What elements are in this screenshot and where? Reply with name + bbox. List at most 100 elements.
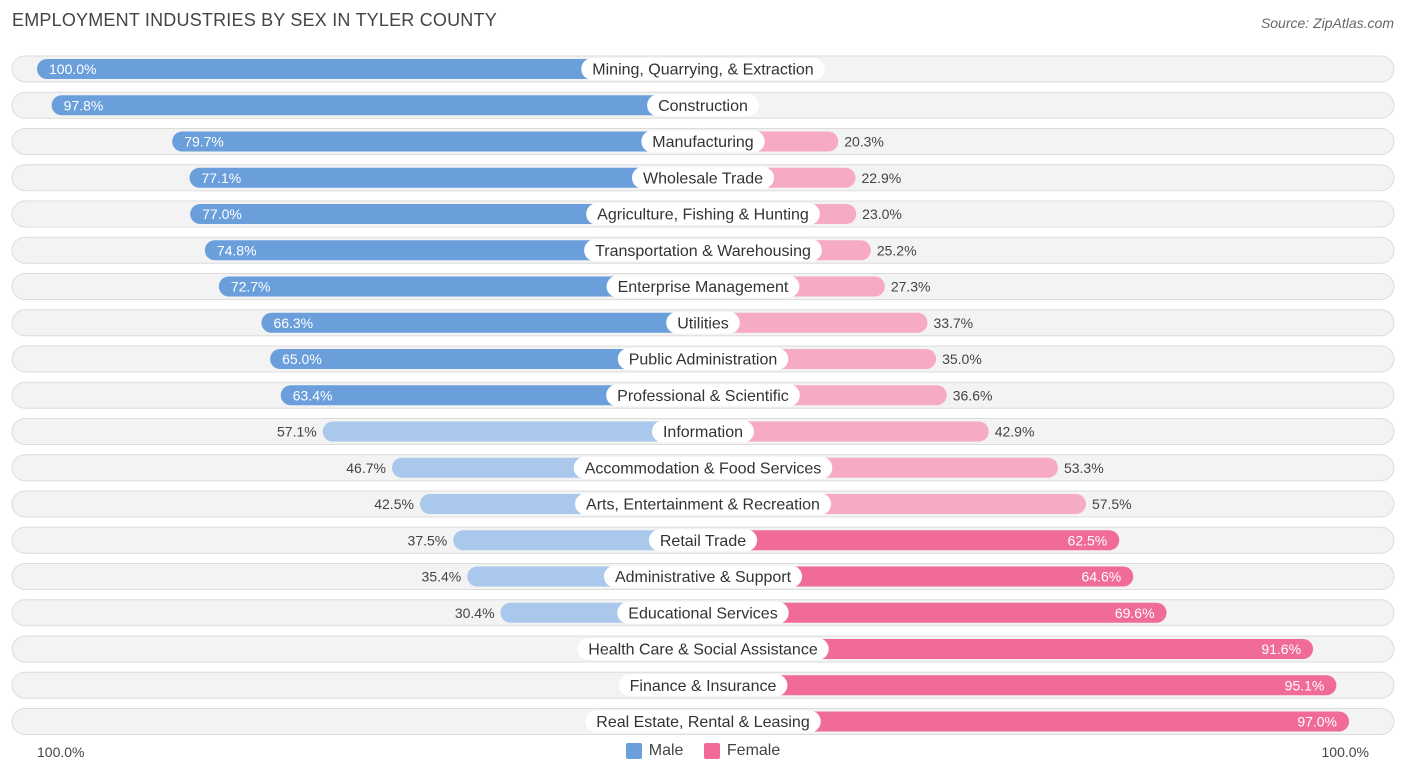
female-value-label-manufacturing: 20.3%	[844, 134, 884, 150]
female-value-label-information: 42.9%	[995, 424, 1035, 440]
row-real-estate-rental-leasing: 3.0%97.0%Real Estate, Rental & Leasing	[11, 708, 1395, 735]
female-value-label-retail-trade: 62.5%	[1068, 532, 1108, 548]
female-bar-finance-insurance	[703, 675, 1337, 696]
axis-left-label: 100.0%	[37, 744, 85, 760]
male-value-label-construction: 97.8%	[64, 97, 104, 113]
category-pill-educational-services	[617, 601, 789, 624]
category-label-accommodation-food-services: Accommodation & Food Services	[585, 460, 822, 477]
male-bar-transportation-warehousing	[204, 240, 703, 261]
male-bar-agriculture-fishing-hunting	[190, 204, 703, 224]
male-value-label-educational-services: 30.4%	[455, 605, 495, 621]
category-pill-information	[651, 420, 755, 443]
legend: Male Female	[0, 742, 1406, 764]
female-value-label-arts-entertainment-recreation: 57.5%	[1092, 496, 1132, 512]
category-pill-real-estate-rental-leasing	[585, 710, 821, 733]
male-bar-retail-trade	[453, 530, 703, 551]
male-bar-manufacturing	[172, 131, 703, 152]
female-value-label-enterprise-management: 27.3%	[891, 279, 931, 295]
category-label-manufacturing: Manufacturing	[652, 134, 753, 151]
legend-swatch-male	[625, 743, 642, 759]
category-pill-health-care-social-assistance	[577, 638, 829, 660]
male-bar-professional-scientific	[280, 385, 703, 406]
category-label-retail-trade: Retail Trade	[660, 533, 746, 550]
female-value-label-transportation-warehousing: 25.2%	[877, 242, 917, 258]
female-bar-real-estate-rental-leasing	[703, 711, 1350, 732]
male-value-label-enterprise-management: 72.7%	[231, 279, 271, 295]
female-value-label-professional-scientific: 36.6%	[953, 387, 993, 403]
female-value-label-wholesale-trade: 22.9%	[862, 170, 902, 186]
male-bar-enterprise-management	[218, 276, 703, 297]
male-value-label-wholesale-trade: 77.1%	[202, 170, 242, 186]
female-value-label-educational-services: 69.6%	[1115, 605, 1155, 621]
male-value-label-public-administration: 65.0%	[282, 351, 322, 367]
female-bar-administrative-support	[703, 566, 1134, 587]
male-bar-information	[322, 421, 703, 442]
legend-label-male: Male	[648, 742, 684, 759]
category-pill-wholesale-trade	[631, 166, 775, 189]
category-pill-utilities	[666, 311, 740, 334]
category-label-educational-services: Educational Services	[628, 605, 777, 622]
category-label-transportation-warehousing: Transportation & Warehousing	[595, 243, 811, 260]
female-value-label-accommodation-food-services: 53.3%	[1064, 460, 1104, 476]
row-manufacturing: 79.7% 20.3% Manufacturing	[11, 128, 1395, 155]
male-bar-construction	[51, 95, 704, 116]
row-health-care-social-assistance: 8.5%91.6%Health Care & Social Assistance	[11, 635, 1395, 663]
category-pill-finance-insurance	[618, 674, 788, 697]
female-value-label-finance-insurance: 95.1%	[1285, 677, 1325, 693]
female-value-label-administrative-support: 64.6%	[1082, 569, 1122, 585]
row-retail-trade: 37.5% 62.5% Retail Trade	[11, 526, 1395, 554]
category-label-enterprise-management: Enterprise Management	[618, 279, 789, 296]
male-bar-public-administration	[270, 349, 703, 369]
row-mining-quarrying-extraction: 100.0%0.0%Mining, Quarrying, & Extractio…	[11, 55, 1395, 83]
category-label-wholesale-trade: Wholesale Trade	[643, 170, 763, 187]
row-public-administration: 65.0% 35.0% Public Administration	[11, 345, 1395, 373]
legend-label-female: Female	[726, 742, 781, 759]
row-arts-entertainment-recreation: 42.5% 57.5% Arts, Entertainment & Recreati…	[11, 490, 1395, 518]
category-pill-professional-scientific	[606, 384, 800, 407]
row-accommodation-food-services: 46.7% 53.3% Accommodation & Food Services	[11, 454, 1395, 482]
category-label-finance-insurance: Finance & Insurance	[630, 678, 777, 695]
category-pill-agriculture-fishing-hunting	[586, 203, 820, 225]
row-information: 57.1% 42.9% Information	[11, 418, 1395, 445]
category-pill-administrative-support	[603, 565, 803, 588]
female-bar-utilities	[703, 312, 928, 333]
male-value-label-manufacturing: 79.7%	[184, 134, 224, 150]
category-label-utilities: Utilities	[677, 315, 729, 332]
category-pill-public-administration	[617, 348, 789, 370]
category-pill-retail-trade	[648, 529, 758, 552]
category-label-public-administration: Public Administration	[629, 352, 778, 369]
category-label-information: Information	[663, 424, 743, 441]
category-pill-arts-entertainment-recreation	[575, 493, 831, 515]
male-value-label-arts-entertainment-recreation: 42.5%	[374, 496, 414, 512]
category-pill-transportation-warehousing	[584, 239, 822, 262]
row-agriculture-fishing-hunting: 77.0% 23.0% Agriculture, Fishing & Hunting	[11, 200, 1395, 228]
category-label-real-estate-rental-leasing: Real Estate, Rental & Leasing	[596, 714, 809, 731]
female-bar-retail-trade	[703, 530, 1120, 551]
category-pill-construction	[647, 94, 759, 117]
row-transportation-warehousing: 74.8% 25.2% Transportation & Warehousing	[11, 236, 1395, 264]
category-label-agriculture-fishing-hunting: Agriculture, Fishing & Hunting	[597, 207, 809, 224]
female-value-label-agriculture-fishing-hunting: 23.0%	[862, 206, 902, 222]
category-pill-manufacturing	[641, 130, 765, 153]
male-value-label-utilities: 66.3%	[273, 315, 313, 331]
row-finance-insurance: 4.9%95.1%Finance & Insurance	[11, 671, 1395, 699]
source-label: Source: ZipAtlas.com	[1260, 15, 1394, 31]
category-pill-enterprise-management	[606, 275, 800, 298]
row-wholesale-trade: 77.1% 22.9% Wholesale Trade	[11, 164, 1395, 192]
category-pill-accommodation-food-services	[573, 456, 833, 479]
row-utilities: 66.3% 33.7% Utilities	[11, 309, 1395, 337]
male-value-label-retail-trade: 37.5%	[408, 532, 448, 548]
legend-swatch-female	[703, 743, 720, 759]
category-label-professional-scientific: Professional & Scientific	[617, 388, 789, 405]
female-value-label-public-administration: 35.0%	[942, 351, 982, 367]
male-bar-wholesale-trade	[189, 167, 703, 188]
category-label-mining-quarrying-extraction: Mining, Quarrying, & Extraction	[592, 62, 813, 79]
legend-item-male: Male	[625, 742, 684, 760]
male-value-label-accommodation-food-services: 46.7%	[346, 460, 386, 476]
row-enterprise-management: 72.7% 27.3% Enterprise Management	[11, 273, 1395, 300]
male-value-label-transportation-warehousing: 74.8%	[217, 242, 257, 258]
chart-plot: 100.0%0.0%Mining, Quarrying, & Extractio…	[11, 55, 1395, 735]
male-value-label-administrative-support: 35.4%	[422, 569, 462, 585]
female-bar-educational-services	[703, 602, 1167, 623]
chart-title: EMPLOYMENT INDUSTRIES BY SEX IN TYLER CO…	[12, 10, 497, 30]
